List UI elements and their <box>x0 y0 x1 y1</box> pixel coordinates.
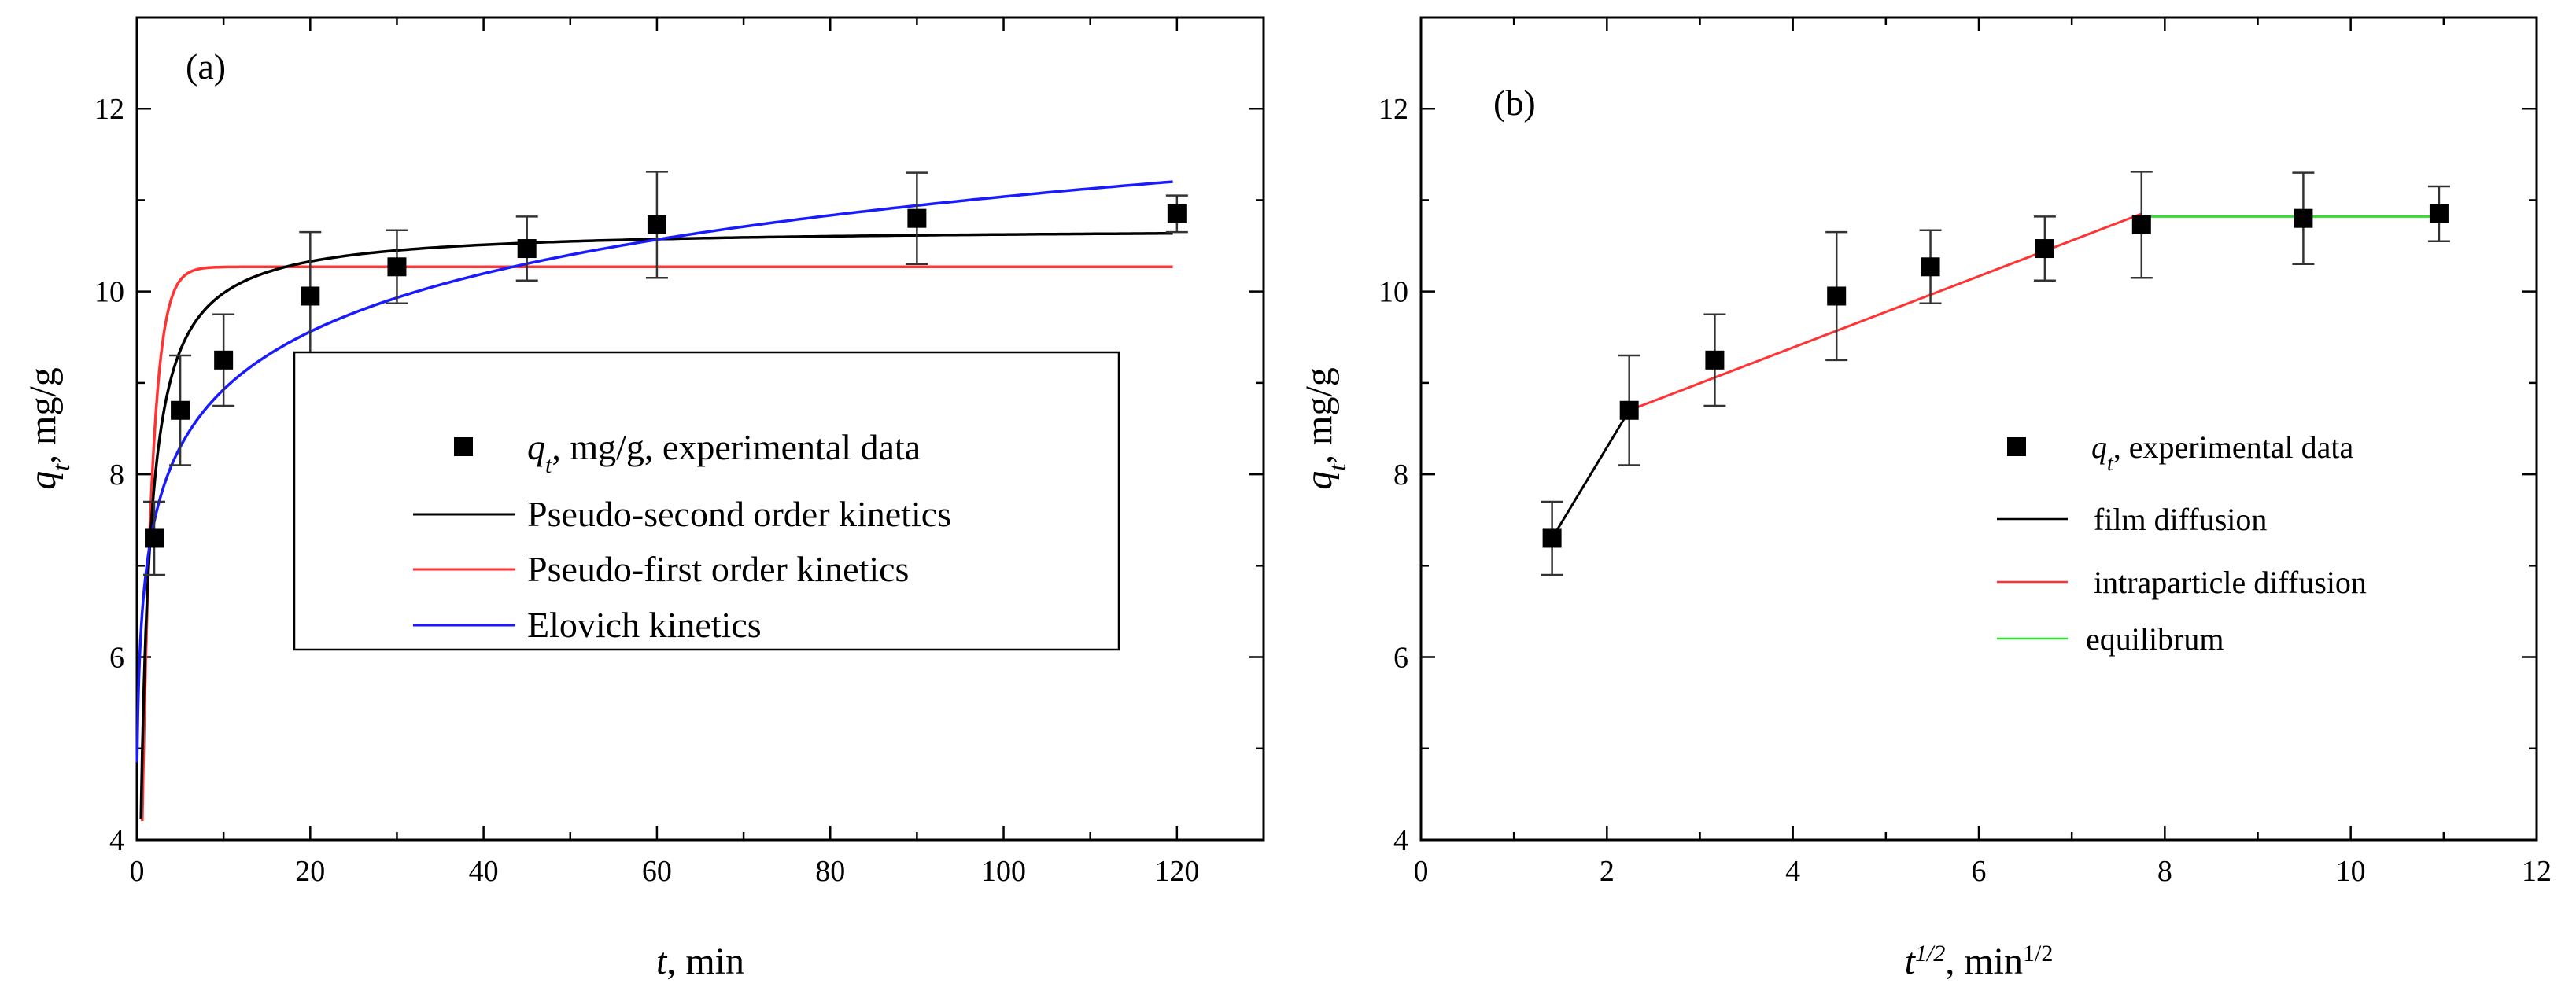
panel-b-segment-1 <box>1629 212 2142 412</box>
panel-b-data-point <box>2429 204 2449 223</box>
panel-b-x-tick-label: 8 <box>2157 855 2172 888</box>
panel-b-x-tick-label: 12 <box>2522 855 2552 888</box>
panel-b-x-unit: , min <box>1945 941 2023 982</box>
panel-a-y-unit: , mg/g <box>22 367 64 464</box>
panel-a-legend-label-elovich: Elovich kinetics <box>527 605 762 645</box>
panel-a-legend-label-pso: Pseudo-second order kinetics <box>527 494 951 534</box>
panel-a-plot-frame <box>135 16 1265 842</box>
panel-b-legend: qt, experimental data film diffusion int… <box>1997 429 2367 657</box>
panel-a-data-point <box>171 400 190 420</box>
panel-b-data-point <box>2131 215 2151 234</box>
panel-b-legend-label-intra: intraparticle diffusion <box>2094 565 2367 600</box>
panel-a-curve-pso <box>139 231 1173 819</box>
panel-a-data-point <box>145 528 164 548</box>
panel-a-legend-q-sub: t <box>545 452 552 478</box>
panel-b-x-tick-label: 4 <box>1785 855 1800 888</box>
panel-a-data-point <box>647 215 666 234</box>
panel-a-y-tick-label: 10 <box>94 276 124 309</box>
panel-a-legend-box <box>293 351 1120 651</box>
panel-a-data-point <box>214 350 234 370</box>
panel-a-data-point <box>387 257 407 277</box>
panel-a-x-var: t <box>656 941 668 982</box>
panel-b-data-point <box>1619 400 1639 420</box>
panel-b-legend-exp-text: , experimental data <box>2113 429 2354 465</box>
panel-b-legend-q-sub: t <box>2107 451 2114 476</box>
panel-a-x-unit: , min <box>666 941 744 982</box>
panel-b-x-tick-label: 10 <box>2336 855 2366 888</box>
panel-b-x-var: t <box>1905 941 1917 982</box>
panel-b-legend-label-film: film diffusion <box>2094 502 2267 537</box>
panel-a-x-tick-label: 100 <box>981 855 1026 888</box>
panel-b-y-tick-label: 4 <box>1393 824 1408 857</box>
panel-a-y-axis-label: qt, mg/g <box>22 367 75 490</box>
panel-b-y-tick-label: 8 <box>1393 459 1408 492</box>
panel-a-x-tick-label: 40 <box>469 855 499 888</box>
panel-a-data-point <box>1167 204 1187 223</box>
panel-b-legend-q: q <box>2091 429 2107 465</box>
panel-a-data-point <box>907 208 927 228</box>
panel-b-y-tick-label: 6 <box>1393 642 1408 675</box>
panel-a-x-tick-label: 60 <box>642 855 672 888</box>
panel-a-y-tick-label: 8 <box>109 459 124 492</box>
panel-a-legend-exp-text: , mg/g, experimental data <box>552 427 921 467</box>
panel-b-data-point <box>2294 208 2313 228</box>
panel-a-y-sub: t <box>46 463 75 471</box>
panel-a-legend-label-experimental: qt, mg/g, experimental data <box>527 427 921 478</box>
panel-a-x-axis-label: t, min <box>656 941 744 982</box>
panel-a-curve-elovich <box>135 180 1173 763</box>
panel-a-legend-marker-experimental <box>454 437 473 456</box>
panel-b-y-tick-label: 10 <box>1378 276 1408 309</box>
panel-b-x-unit-sup: 1/2 <box>2023 941 2053 967</box>
panel-b-data-point <box>1921 257 1940 277</box>
panel-a-x-tick-label: 120 <box>1154 855 1199 888</box>
panel-b-legend-label-experimental: qt, experimental data <box>2091 429 2353 476</box>
panel-b-y-unit: , mg/g <box>1298 367 1340 464</box>
panel-a-y-tick-label: 6 <box>109 642 124 675</box>
panel-b-y-var: q <box>1298 471 1340 490</box>
panel-a-legend: qt, mg/g, experimental data Pseudo-secon… <box>293 351 1120 651</box>
panel-a-y-tick-label: 12 <box>94 93 124 126</box>
panel-b-x-sup: 1/2 <box>1915 941 1945 967</box>
panel-a-legend-label-pfo: Pseudo-first order kinetics <box>527 549 909 589</box>
panel-b-data-point <box>1705 350 1725 370</box>
panel-b-x-tick-label: 6 <box>1972 855 1987 888</box>
panel-a-y-var: q <box>22 471 64 490</box>
panel-b-plot-frame <box>1419 16 2538 842</box>
panel-b-tag: (b) <box>1493 83 1536 123</box>
panel-b-y-sub: t <box>1323 463 1351 471</box>
panel-a-data-point <box>517 239 537 259</box>
panel-b-x-tick-label: 0 <box>1414 855 1429 888</box>
panel-b-data-point <box>2035 239 2054 259</box>
panel-a-x-tick-label: 0 <box>130 855 145 888</box>
panel-b-data-point <box>1827 286 1847 306</box>
panel-b-legend-marker-experimental <box>2007 437 2026 456</box>
panel-a-data-point <box>301 286 320 306</box>
panel-b-segment-0 <box>1551 409 1630 540</box>
panel-b-data-point <box>1542 528 1562 548</box>
panel-a-x-tick-label: 20 <box>295 855 325 888</box>
panel-a-y-tick-label: 4 <box>109 824 124 857</box>
panel-b-y-tick-label: 12 <box>1378 93 1408 126</box>
panel-b-y-axis-label: qt, mg/g <box>1298 367 1351 490</box>
panel-a-tag: (a) <box>186 46 226 87</box>
panel-b-legend-label-equil: equilibrum <box>2086 621 2224 657</box>
panel-b-x-axis-label: t1/2, min1/2 <box>1905 941 2054 983</box>
panel-a-legend-q: q <box>527 427 545 467</box>
panel-a-x-tick-label: 80 <box>815 855 845 888</box>
panel-b-x-tick-label: 2 <box>1600 855 1615 888</box>
